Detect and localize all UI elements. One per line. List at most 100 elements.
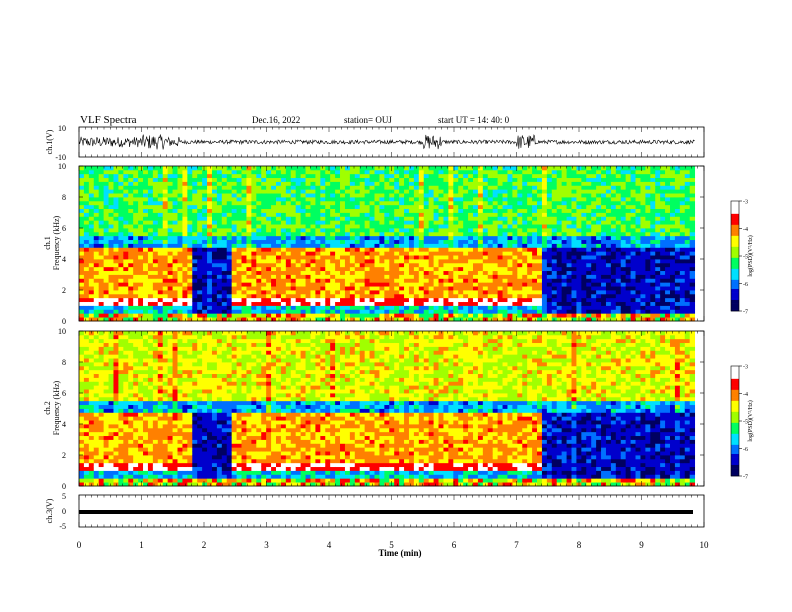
- spectrogram-cell: [167, 297, 173, 303]
- spectrogram-cell: [261, 185, 267, 190]
- spectrogram-cell: [226, 286, 233, 291]
- spectrogram-cell: [300, 231, 306, 237]
- spectrogram-cell: [123, 274, 129, 279]
- spectrogram-cell: [670, 247, 676, 252]
- spectrogram-cell: [477, 169, 484, 175]
- spectrogram-cell: [236, 255, 242, 260]
- spectrogram-cell: [428, 231, 435, 237]
- spectrogram-cell: [596, 181, 602, 186]
- spectrogram-cell: [108, 262, 114, 268]
- spectrogram-cell: [408, 231, 415, 237]
- spectrogram-cell: [522, 228, 528, 233]
- spectrogram-cell: [344, 255, 351, 260]
- spectrogram-cell: [591, 251, 597, 256]
- spectrogram-cell: [374, 220, 380, 225]
- spectrogram-cell: [660, 228, 666, 233]
- spectrogram-cell: [364, 185, 370, 190]
- spectrogram-cell: [418, 305, 425, 310]
- spectrogram-cell: [236, 212, 242, 217]
- spectrogram-cell: [271, 274, 277, 279]
- spectrogram-cell: [221, 224, 228, 229]
- spectrogram-cell: [187, 297, 193, 303]
- spectrogram-cell: [246, 189, 252, 194]
- spectrogram-cell: [576, 262, 582, 268]
- spectrogram-cell: [359, 197, 366, 202]
- spectrogram-cell: [147, 185, 154, 190]
- spectrogram-cell: [408, 313, 415, 318]
- spectrogram-cell: [640, 197, 646, 202]
- spectrogram-cell: [689, 286, 696, 291]
- spectrogram-cell: [615, 293, 622, 299]
- spectrogram-cell: [143, 293, 149, 299]
- spectrogram-cell: [477, 204, 484, 210]
- spectrogram-cell: [596, 166, 602, 171]
- spectrogram-cell: [394, 228, 400, 233]
- spectrogram-cell: [162, 220, 169, 225]
- spectrogram-cell: [679, 166, 686, 171]
- spectrogram-cell: [197, 224, 203, 229]
- spectrogram-cell: [605, 189, 612, 194]
- spectrogram-cell: [522, 278, 528, 283]
- spectrogram-cell: [546, 305, 553, 310]
- spectrogram-cell: [517, 297, 523, 303]
- spectrogram-cell: [537, 255, 543, 260]
- spectrogram-cell: [532, 255, 538, 260]
- spectrogram-cell: [566, 200, 572, 206]
- spectrogram-cell: [98, 270, 105, 275]
- spectrogram-cell: [211, 266, 218, 272]
- spectrogram-cell: [635, 286, 641, 291]
- spectrogram-cell: [625, 216, 631, 221]
- spectrogram-cell: [251, 270, 257, 275]
- spectrogram-cell: [261, 200, 267, 206]
- spectrogram-cell: [349, 166, 356, 171]
- spectrogram-cell: [256, 270, 262, 275]
- spectrogram-cell: [689, 293, 696, 299]
- spectrogram-cell: [128, 301, 134, 306]
- spectrogram-cell: [172, 309, 178, 314]
- spectrogram-cell: [261, 313, 267, 318]
- spectrogram-cell: [207, 262, 213, 268]
- spectrogram-cell: [123, 224, 129, 229]
- spectrogram-cell: [290, 255, 297, 260]
- spectrogram-cell: [413, 224, 420, 229]
- spectrogram-cell: [138, 216, 144, 221]
- spectrogram-cell: [605, 301, 612, 306]
- spectrogram-cell: [655, 255, 661, 260]
- spectrogram-cell: [354, 259, 361, 264]
- spectrogram-cell: [93, 305, 100, 310]
- spectrogram-cell: [359, 204, 366, 210]
- spectrogram-cell: [157, 274, 164, 279]
- spectrogram-cell: [571, 286, 577, 291]
- spectrogram-cell: [679, 262, 686, 268]
- spectrogram-cell: [162, 189, 169, 194]
- spectrogram-cell: [369, 208, 375, 213]
- spectrogram-cell: [271, 317, 277, 322]
- spectrogram-cell: [172, 220, 178, 225]
- spectrogram-cell: [620, 282, 627, 287]
- spectrogram-cell: [108, 189, 114, 194]
- spectrogram-cell: [497, 266, 503, 272]
- spectrogram-cell: [98, 305, 105, 310]
- spectrogram-cell: [615, 239, 622, 244]
- spectrogram-cell: [413, 204, 420, 210]
- spectrogram-cell: [645, 301, 651, 306]
- spectrogram-cell: [236, 286, 242, 291]
- spectrogram-cell: [537, 313, 543, 318]
- spectrogram-cell: [655, 309, 661, 314]
- spectrogram-cell: [162, 274, 169, 279]
- spectrogram-cell: [389, 309, 395, 314]
- spectrogram-cell: [369, 313, 375, 318]
- spectrogram-cell: [295, 212, 302, 217]
- spectrogram-cell: [251, 255, 257, 260]
- spectrogram-cell: [620, 239, 627, 244]
- spectrogram-cell: [389, 235, 395, 241]
- spectrogram-cell: [428, 293, 435, 299]
- spectrogram-cell: [541, 235, 548, 241]
- spectrogram-cell: [615, 231, 622, 237]
- spectrogram-cell: [271, 297, 277, 303]
- spectrogram-cell: [354, 309, 361, 314]
- spectrogram-cell: [374, 185, 380, 190]
- spectrogram-cell: [202, 297, 208, 303]
- spectrogram-cell: [487, 274, 494, 279]
